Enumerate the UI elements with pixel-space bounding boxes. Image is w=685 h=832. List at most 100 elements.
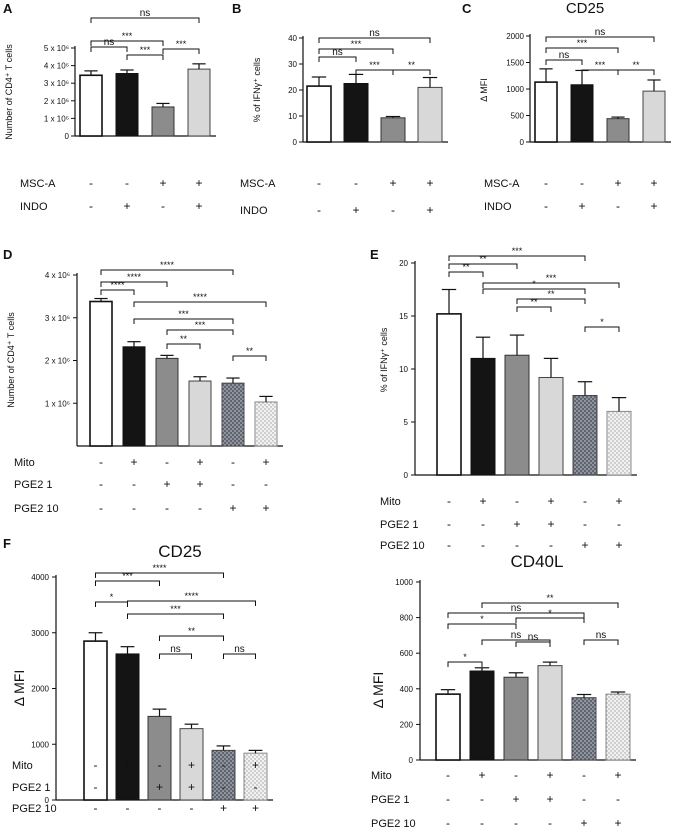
y-tick-label: 5 [404, 418, 409, 427]
y-tick-label: 3 x 10⁶ [44, 79, 69, 88]
significance-label: **** [184, 591, 199, 601]
condition-sign: + [650, 199, 657, 213]
significance-label: *** [176, 39, 187, 49]
significance-bracket [90, 46, 128, 52]
panel-letter: F [3, 536, 11, 551]
significance-bracket [100, 281, 168, 287]
bar [380, 117, 406, 143]
significance-label: **** [127, 272, 142, 282]
bar [537, 665, 563, 761]
significance-label: *** [351, 39, 362, 49]
condition-sign: + [580, 816, 587, 830]
significance-label: *** [595, 60, 606, 70]
significance-bracket [159, 635, 224, 641]
y-tick-label: 2 x 10⁶ [44, 97, 69, 106]
significance-bracket [100, 269, 234, 275]
significance-bracket [447, 661, 483, 667]
bar [115, 73, 139, 137]
condition-sign: - [165, 455, 169, 469]
y-axis-label: Δ MFI [370, 672, 386, 709]
significance-label: ** [408, 60, 416, 70]
condition-sign: - [580, 176, 584, 190]
condition-sign: + [581, 538, 588, 552]
significance-label: ns [140, 8, 151, 19]
condition-sign: - [222, 758, 226, 772]
condition-sign: - [99, 477, 103, 491]
bar [188, 380, 212, 447]
y-tick-label: 4 x 10⁶ [45, 271, 70, 280]
condition-label: PGE2 10 [371, 818, 416, 830]
condition-label: PGE2 10 [380, 540, 425, 552]
significance-label: ns [596, 630, 607, 641]
condition-sign: + [578, 199, 585, 213]
significance-label: **** [193, 292, 208, 302]
significance-label: ns [595, 27, 606, 38]
significance-bracket [95, 580, 160, 586]
y-tick-label: 2000 [506, 32, 524, 41]
significance-label: ** [188, 626, 196, 636]
significance-label: *** [369, 60, 380, 70]
condition-sign: - [446, 792, 450, 806]
condition-sign: + [479, 494, 486, 508]
condition-sign: + [650, 176, 657, 190]
significance-bracket [515, 617, 585, 623]
condition-sign: - [616, 792, 620, 806]
significance-label: **** [110, 280, 125, 290]
significance-bracket [162, 48, 200, 54]
significance-label: * [532, 279, 536, 289]
condition-sign: - [317, 203, 321, 217]
condition-sign: - [480, 816, 484, 830]
bar [187, 68, 211, 137]
bar [642, 90, 666, 143]
significance-label: *** [122, 571, 133, 581]
significance-label: ns [559, 50, 570, 61]
condition-sign: + [262, 501, 269, 515]
condition-sign: - [549, 538, 553, 552]
significance-label: *** [178, 309, 189, 319]
significance-bracket [447, 623, 517, 629]
y-tick-label: 500 [511, 112, 525, 121]
bar [155, 357, 179, 447]
condition-sign: - [126, 801, 130, 815]
y-tick-label: 1000 [31, 740, 49, 749]
y-tick-label: 1500 [506, 59, 524, 68]
condition-sign: + [163, 477, 170, 491]
y-tick-label: 0 [293, 138, 298, 147]
condition-sign: - [231, 455, 235, 469]
bar [89, 300, 113, 447]
condition-sign: - [447, 494, 451, 508]
y-tick-label: 40 [288, 34, 297, 43]
significance-bracket [166, 343, 201, 349]
significance-bracket [482, 282, 620, 288]
y-tick-label: 1 x 10⁶ [45, 399, 70, 408]
bar [343, 83, 369, 143]
bar [572, 395, 598, 476]
condition-sign: + [130, 455, 137, 469]
condition-sign: + [426, 203, 433, 217]
y-tick-label: 1000 [395, 578, 413, 587]
condition-label: PGE2 1 [12, 782, 51, 794]
significance-label: ns [332, 47, 343, 58]
y-tick-label: 600 [400, 649, 414, 658]
significance-bracket [448, 263, 518, 269]
panel-letter: C [462, 1, 472, 16]
condition-sign: - [165, 501, 169, 515]
significance-label: * [600, 317, 604, 327]
significance-label: *** [546, 273, 557, 283]
y-axis-label: Number of CD4⁺ T cells [4, 44, 14, 140]
bar [534, 81, 558, 143]
condition-sign: - [198, 501, 202, 515]
condition-label: Mito [12, 760, 33, 772]
y-tick-label: 0 [520, 138, 525, 147]
y-tick-label: 10 [399, 365, 408, 374]
condition-sign: - [354, 176, 358, 190]
y-tick-label: 3 x 10⁶ [45, 314, 70, 323]
chart-title: CD25 [566, 0, 604, 17]
significance-bracket [127, 600, 256, 606]
condition-sign: - [544, 176, 548, 190]
condition-sign: - [190, 801, 194, 815]
bar [306, 85, 332, 143]
condition-label: INDO [484, 201, 512, 213]
significance-label: ** [462, 262, 470, 272]
condition-sign: + [614, 816, 621, 830]
